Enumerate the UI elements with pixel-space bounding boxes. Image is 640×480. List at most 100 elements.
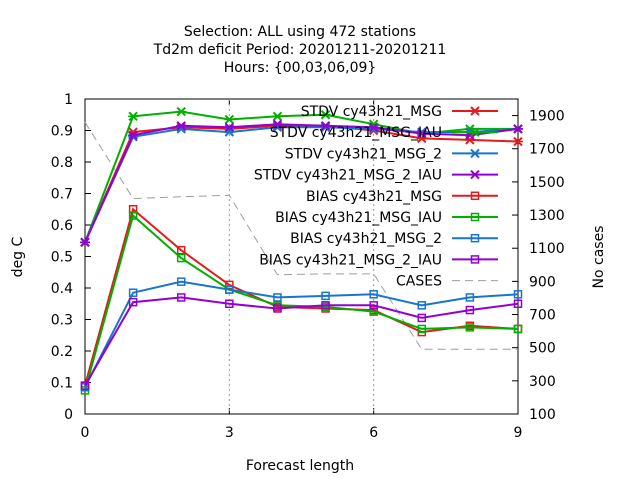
data-point [128, 297, 138, 307]
legend-entry: STDV cy43h21_MSG_2 [285, 146, 498, 162]
data-point [320, 110, 331, 120]
chart-title: Selection: ALL using 472 stations Td2m d… [153, 24, 447, 76]
data-point [128, 130, 139, 140]
data-point [416, 127, 427, 137]
legend-entry: STDV cy43h21_MSG_IAU [270, 125, 498, 141]
data-point [273, 293, 282, 302]
data-point [513, 124, 523, 134]
legend-label: STDV cy43h21_MSG_2_IAU [254, 168, 442, 184]
data-point [513, 290, 523, 299]
data-point [368, 122, 379, 133]
data-point [417, 301, 427, 310]
y-axis-label: deg C [10, 236, 26, 277]
data-point [128, 288, 138, 297]
legend-label: STDV cy43h21_MSG_IAU [270, 125, 442, 141]
legend-marker [470, 127, 480, 137]
data-point [273, 304, 282, 313]
y2-tick-label: 1700 [529, 142, 565, 158]
x-tick-label: 0 [81, 425, 90, 441]
data-point [320, 121, 331, 131]
data-point [321, 291, 330, 301]
legend: STDV cy43h21_MSG STDV cy43h21_MSG_IAU STDV… [254, 104, 498, 290]
legend-marker [470, 148, 480, 159]
data-point [176, 293, 186, 302]
legend-label: BIAS cy43h21_MSG [306, 189, 442, 205]
data-point [369, 301, 378, 310]
x-axis: 0 3 6 9 [81, 99, 523, 441]
data-point [225, 285, 234, 294]
x-tick-label: 6 [369, 425, 378, 441]
legend-entry: STDV cy43h21_MSG [301, 104, 498, 120]
data-point [320, 122, 331, 133]
data-point [225, 299, 234, 308]
y-tick-label: 0.3 [51, 313, 73, 329]
y-tick-label: 0.9 [51, 124, 73, 140]
y-tick-label: 0.1 [51, 376, 73, 392]
y2-tick-label: 100 [529, 407, 556, 423]
data-point [128, 211, 138, 220]
legend-entry: CASES [396, 274, 498, 290]
y2-axis: 100 300 500 700 900 1100 1300 1500 1700 1900 [512, 109, 565, 423]
series-line [84, 126, 519, 243]
legend-marker [470, 212, 480, 222]
y-tick-label: 0.7 [51, 187, 73, 203]
data-point [176, 277, 186, 286]
y2-tick-label: 1300 [529, 208, 565, 224]
data-point [417, 313, 427, 323]
legend-label: BIAS cy43h21_MSG_IAU [275, 210, 442, 226]
legend-entry: BIAS cy43h21_MSG_IAU [275, 210, 498, 226]
x-tick-label: 3 [225, 425, 234, 441]
y-tick-label: 0.5 [51, 250, 73, 266]
data-point [513, 299, 523, 308]
y2-axis-label: No cases [591, 226, 607, 289]
series-layer [80, 106, 523, 395]
legend-marker [470, 169, 480, 180]
title-line-3: Hours: {00,03,06,09} [224, 60, 377, 76]
legend-label: CASES [396, 274, 442, 290]
data-point [416, 128, 427, 139]
data-point [417, 324, 427, 334]
data-point [224, 114, 235, 125]
y2-tick-label: 1100 [529, 241, 565, 257]
y-tick-label: 0.8 [51, 155, 73, 171]
legend-marker [470, 191, 480, 201]
x-axis-label: Forecast length [246, 458, 354, 474]
legend-label: STDV cy43h21_MSG [301, 104, 442, 120]
legend-label: STDV cy43h21_MSG_2 [285, 146, 442, 162]
series-bias-cy43h21-msg-2 [80, 277, 523, 392]
series-stdv-cy43h21-msg-2-iau [80, 119, 523, 248]
data-point [80, 381, 90, 390]
data-point [464, 135, 475, 145]
series-line [84, 280, 519, 388]
series-line [84, 296, 519, 387]
legend-entry: BIAS cy43h21_MSG [306, 189, 498, 205]
legend-entry: STDV cy43h21_MSG_2_IAU [254, 168, 498, 184]
title-line-1: Selection: ALL using 472 stations [184, 24, 416, 40]
legend-marker [470, 233, 480, 243]
legend-entry: BIAS cy43h21_MSG_2 [290, 231, 498, 247]
legend-marker [470, 255, 480, 264]
legend-label: BIAS cy43h21_MSG_2 [290, 231, 442, 247]
y-tick-label: 1 [64, 92, 73, 108]
y-tick-label: 0 [64, 407, 73, 423]
data-point [272, 111, 283, 122]
y2-tick-label: 300 [529, 374, 556, 390]
y2-tick-label: 700 [529, 308, 556, 324]
data-point [176, 253, 186, 263]
title-line-2: Td2m deficit Period: 20201211-20201211 [153, 42, 447, 58]
series-bias-cy43h21-msg-2-iau [80, 293, 523, 390]
y-tick-label: 0.6 [51, 218, 73, 234]
legend-marker [470, 106, 480, 116]
data-point [176, 121, 187, 131]
data-point [225, 280, 234, 290]
series-line [84, 121, 518, 350]
data-point [369, 290, 378, 299]
x-tick-label: 9 [514, 425, 523, 441]
data-point [272, 119, 283, 129]
data-point [224, 122, 235, 133]
y2-tick-label: 1900 [529, 109, 565, 125]
y-tick-label: 0.4 [51, 281, 73, 297]
data-point [465, 305, 475, 315]
data-point [128, 111, 139, 122]
